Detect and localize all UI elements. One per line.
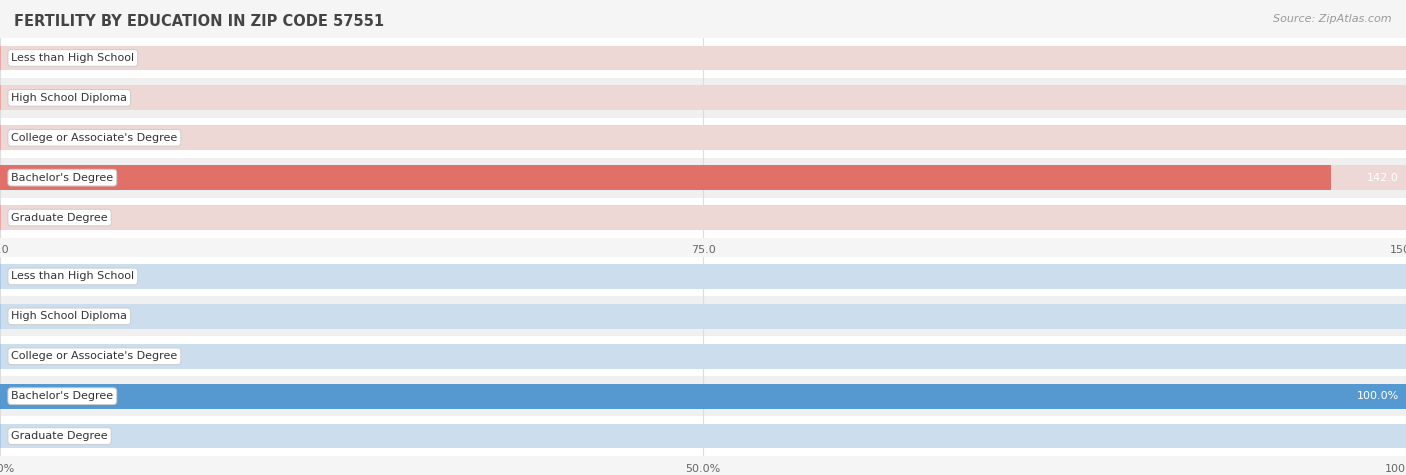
- Bar: [0, 125, 1406, 150]
- Bar: [0, 304, 1406, 329]
- Text: Source: ZipAtlas.com: Source: ZipAtlas.com: [1274, 14, 1392, 24]
- Text: 142.0: 142.0: [1367, 172, 1399, 183]
- Text: Graduate Degree: Graduate Degree: [11, 212, 108, 223]
- Text: 0.0%: 0.0%: [14, 271, 42, 282]
- Bar: [0, 125, 1, 150]
- Bar: [0, 86, 1406, 110]
- Bar: [0, 304, 1, 329]
- Bar: [0, 344, 1, 369]
- Text: 0.0%: 0.0%: [14, 311, 42, 322]
- Text: Less than High School: Less than High School: [11, 271, 135, 282]
- Bar: [0, 158, 1406, 198]
- Text: 0.0%: 0.0%: [14, 431, 42, 441]
- Bar: [0, 198, 1406, 238]
- Bar: [0, 424, 1406, 448]
- Bar: [0, 46, 1406, 70]
- Bar: [0, 416, 1406, 456]
- Text: Graduate Degree: Graduate Degree: [11, 431, 108, 441]
- Bar: [0, 264, 1406, 289]
- Bar: [0, 205, 1406, 230]
- Bar: [0, 384, 1406, 408]
- Text: High School Diploma: High School Diploma: [11, 311, 128, 322]
- Text: College or Associate's Degree: College or Associate's Degree: [11, 351, 177, 361]
- Bar: [0, 86, 1, 110]
- Bar: [0, 424, 1, 448]
- Bar: [0, 344, 1406, 369]
- Bar: [0, 165, 1331, 190]
- Bar: [0, 78, 1406, 118]
- Bar: [0, 384, 1406, 408]
- Bar: [0, 165, 1406, 190]
- Bar: [0, 205, 1, 230]
- Bar: [0, 46, 1, 70]
- Text: FERTILITY BY EDUCATION IN ZIP CODE 57551: FERTILITY BY EDUCATION IN ZIP CODE 57551: [14, 14, 384, 29]
- Text: 0.0: 0.0: [14, 53, 32, 63]
- Text: 0.0%: 0.0%: [14, 351, 42, 361]
- Bar: [0, 118, 1406, 158]
- Text: 0.0: 0.0: [14, 212, 32, 223]
- Text: College or Associate's Degree: College or Associate's Degree: [11, 133, 177, 143]
- Text: Less than High School: Less than High School: [11, 53, 135, 63]
- Text: Bachelor's Degree: Bachelor's Degree: [11, 391, 114, 401]
- Text: 0.0: 0.0: [14, 133, 32, 143]
- Bar: [0, 376, 1406, 416]
- Text: 0.0: 0.0: [14, 93, 32, 103]
- Bar: [0, 264, 1, 289]
- Bar: [0, 296, 1406, 336]
- Text: High School Diploma: High School Diploma: [11, 93, 128, 103]
- Text: Bachelor's Degree: Bachelor's Degree: [11, 172, 114, 183]
- Bar: [0, 256, 1406, 296]
- Bar: [0, 336, 1406, 376]
- Text: 100.0%: 100.0%: [1357, 391, 1399, 401]
- Bar: [0, 38, 1406, 78]
